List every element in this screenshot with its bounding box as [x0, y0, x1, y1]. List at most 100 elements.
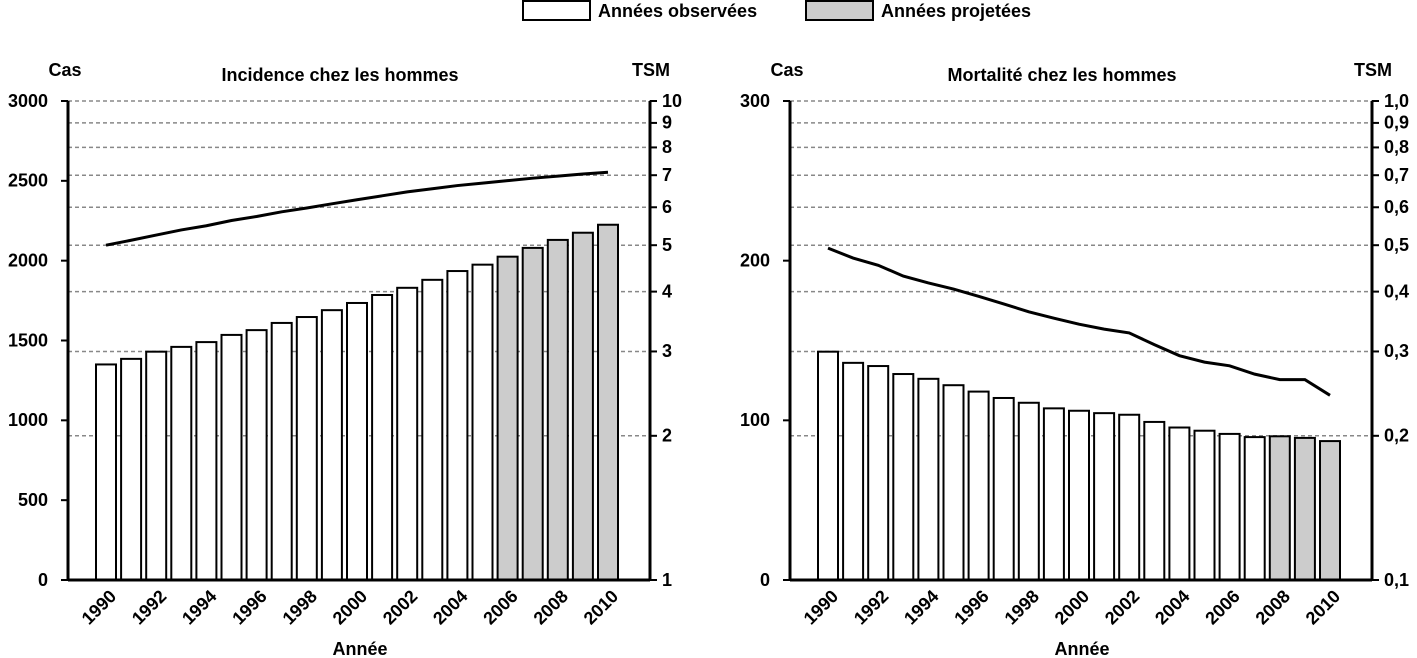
x-tick-label: 2008	[1252, 586, 1294, 628]
bar	[421, 278, 444, 581]
y2-tick-label: 5	[662, 235, 672, 255]
y2-tick-label: 10	[662, 91, 682, 111]
bar	[195, 341, 218, 582]
chart-title: Mortalité chez les hommes	[947, 65, 1176, 85]
chart-title: Incidence chez les hommes	[221, 65, 458, 85]
bar	[892, 373, 915, 581]
bar	[867, 365, 890, 581]
bar	[942, 384, 965, 581]
x-tick-label: 1992	[850, 586, 892, 628]
y2-tick-label: 0,2	[1384, 426, 1409, 446]
bar	[346, 301, 368, 581]
legend-label: Années observées	[598, 1, 757, 21]
legend-swatch	[805, 0, 874, 21]
bar	[295, 316, 318, 581]
y-tick-label: 500	[18, 490, 48, 510]
bar	[320, 309, 343, 581]
y2-axis-label: TSM	[1354, 60, 1392, 80]
y2-tick-label: 6	[662, 197, 672, 217]
y-tick-label: 2000	[8, 250, 48, 270]
bar	[95, 363, 117, 582]
bar	[817, 350, 839, 581]
y2-tick-label: 3	[662, 341, 672, 361]
trend-line	[827, 246, 1331, 397]
y-axis-label: Cas	[48, 60, 81, 80]
bar	[270, 321, 293, 581]
y-tick-label: 0	[38, 570, 48, 590]
y-tick-label: 0	[760, 570, 770, 590]
x-axis-label: Année	[1054, 639, 1109, 658]
y-tick-label: 100	[740, 410, 770, 430]
x-tick-label: 1990	[78, 586, 120, 628]
x-tick-label: 1998	[279, 586, 321, 628]
bar	[967, 390, 990, 581]
x-tick-label: 2004	[1151, 586, 1193, 628]
y2-tick-label: 1,0	[1384, 91, 1409, 111]
x-tick-label: 2002	[1101, 586, 1143, 628]
bar	[917, 377, 940, 581]
bar	[1042, 407, 1065, 581]
x-tick-label: 1996	[950, 586, 992, 628]
x-tick-label: 2006	[479, 586, 521, 628]
x-tick-label: 1990	[800, 586, 842, 628]
bar	[1218, 432, 1241, 581]
y-tick-label: 1500	[8, 330, 48, 350]
bar	[521, 246, 544, 581]
bar	[245, 329, 268, 581]
y2-axis-label: TSM	[632, 60, 670, 80]
legend-label: Années projetées	[881, 1, 1031, 21]
x-tick-label: 2008	[530, 586, 572, 628]
bar	[1243, 436, 1266, 581]
trend-line	[105, 170, 609, 247]
y2-tick-label: 0,7	[1384, 165, 1409, 185]
x-tick-label: 1994	[178, 586, 220, 628]
y2-tick-label: 2	[662, 426, 672, 446]
bar	[145, 350, 168, 581]
y2-tick-label: 0,3	[1384, 341, 1409, 361]
y-tick-label: 2500	[8, 171, 48, 191]
y-tick-label: 300	[740, 91, 770, 111]
x-tick-label: 2010	[580, 586, 622, 628]
y-tick-label: 1000	[8, 410, 48, 430]
y2-tick-label: 0,4	[1384, 281, 1409, 301]
bar	[220, 333, 243, 581]
legend-swatch	[522, 0, 591, 21]
y2-tick-label: 8	[662, 137, 672, 157]
bar	[471, 263, 494, 581]
bar	[1293, 436, 1316, 581]
bar	[1319, 440, 1341, 581]
x-tick-label: 1994	[900, 586, 942, 628]
x-tick-label: 2000	[1051, 586, 1093, 628]
y2-tick-label: 0,9	[1384, 113, 1409, 133]
bar	[1068, 409, 1090, 581]
y-tick-label: 3000	[8, 91, 48, 111]
bar	[1093, 412, 1116, 582]
bar	[120, 357, 143, 581]
x-tick-label: 1992	[128, 586, 170, 628]
bar	[842, 361, 865, 581]
y2-tick-label: 7	[662, 165, 672, 185]
y2-tick-label: 0,1	[1384, 570, 1409, 590]
x-tick-label: 2004	[429, 586, 471, 628]
bar	[992, 396, 1015, 582]
y2-tick-label: 0,6	[1384, 197, 1409, 217]
bar	[170, 345, 193, 581]
x-tick-label: 2000	[329, 586, 371, 628]
y-tick-label: 200	[740, 250, 770, 270]
y-axis-label: Cas	[770, 60, 803, 80]
bar	[446, 270, 469, 581]
x-axis-label: Année	[332, 639, 387, 658]
y2-tick-label: 9	[662, 113, 672, 133]
bar	[1168, 426, 1191, 582]
y2-tick-label: 4	[662, 281, 672, 301]
bar	[546, 238, 569, 581]
y2-tick-label: 0,5	[1384, 235, 1409, 255]
bar	[496, 255, 519, 581]
bar	[371, 293, 394, 581]
y2-tick-label: 0,8	[1384, 137, 1409, 157]
bar	[571, 231, 594, 581]
x-tick-label: 1998	[1001, 586, 1043, 628]
x-tick-label: 2010	[1302, 586, 1344, 628]
bar	[597, 223, 619, 581]
